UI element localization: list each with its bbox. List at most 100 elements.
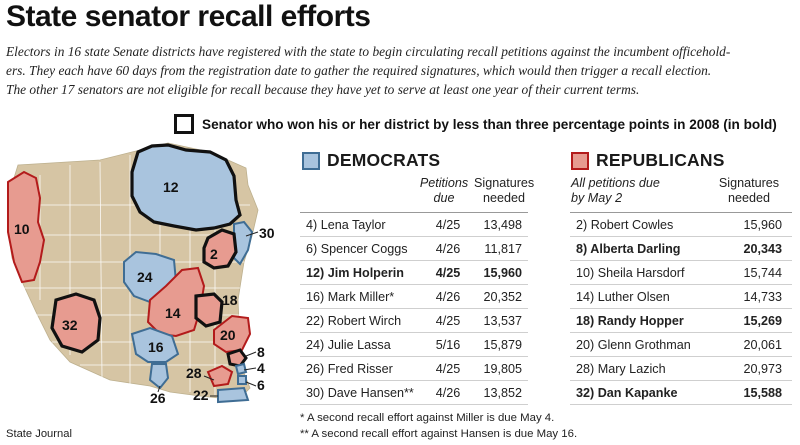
col-header-line: needed bbox=[727, 191, 771, 205]
map-label-18: 18 bbox=[222, 292, 238, 308]
intro-line: Electors in 16 state Senate districts ha… bbox=[6, 44, 731, 59]
senator-name: 22) Robert Wirch bbox=[306, 313, 402, 328]
col-header-line: Signatures bbox=[718, 176, 780, 190]
map-label-10: 10 bbox=[14, 221, 30, 237]
signatures-needed: 19,805 bbox=[483, 361, 522, 376]
table-row: 12) Jim Holperin 4/25 15,960 bbox=[300, 261, 528, 285]
table-row: 24) Julie Lassa 5/16 15,879 bbox=[300, 333, 528, 357]
signatures-needed: 15,744 bbox=[743, 265, 782, 280]
petition-due: 4/26 bbox=[435, 241, 461, 256]
republicans-heading-label: REPUBLICANS bbox=[596, 150, 725, 170]
petition-due: 4/26 bbox=[435, 289, 461, 304]
footnote: ** A second recall effort against Hansen… bbox=[300, 428, 578, 440]
col-header-line: by May 2 bbox=[571, 191, 623, 205]
senator-name: 6) Spencer Coggs bbox=[306, 241, 408, 256]
footnotes: * A second recall effort against Miller … bbox=[300, 410, 577, 442]
senator-name: 4) Lena Taylor bbox=[306, 217, 386, 232]
signatures-needed: 20,061 bbox=[743, 337, 782, 352]
footnote: * A second recall effort against Miller … bbox=[300, 412, 555, 424]
source-credit: State Journal bbox=[6, 428, 72, 440]
senator-name: 16) Mark Miller* bbox=[306, 289, 395, 304]
signatures-needed: 15,960 bbox=[483, 265, 522, 280]
signatures-needed: 15,879 bbox=[483, 337, 522, 352]
senator-name: 28) Mary Lazich bbox=[576, 361, 666, 376]
district-28 bbox=[206, 364, 234, 388]
petition-due: 4/25 bbox=[435, 265, 461, 280]
senator-name: 20) Glenn Grothman bbox=[576, 337, 691, 352]
signatures-needed: 20,973 bbox=[743, 361, 782, 376]
district-16 bbox=[130, 326, 180, 363]
petition-due: 4/25 bbox=[435, 361, 461, 376]
table-row: 26) Fred Risser 4/25 19,805 bbox=[300, 357, 528, 381]
rep-col-sig-header: Signatures needed bbox=[718, 176, 780, 206]
senator-name: 26) Fred Risser bbox=[306, 361, 393, 376]
table-row: 32) Dan Kapanke 15,588 bbox=[570, 381, 792, 405]
senator-name: 24) Julie Lassa bbox=[306, 337, 391, 352]
district-18 bbox=[194, 292, 224, 328]
map-label-16: 16 bbox=[148, 339, 164, 355]
signatures-needed: 13,498 bbox=[483, 217, 522, 232]
senator-name: 14) Luther Olsen bbox=[576, 289, 670, 304]
district-32 bbox=[50, 292, 102, 354]
wisconsin-district-map: 12 30 2 24 10 18 14 32 20 16 8 4 28 6 26… bbox=[7, 142, 275, 406]
map-label-26: 26 bbox=[150, 390, 166, 406]
senator-name: 8) Alberta Darling bbox=[576, 241, 681, 256]
table-row: 4) Lena Taylor 4/25 13,498 bbox=[300, 213, 528, 237]
district-10 bbox=[7, 170, 46, 284]
democrats-table: 4) Lena Taylor 4/25 13,498 6) Spencer Coggs… bbox=[300, 212, 528, 405]
democrats-heading-label: DEMOCRATS bbox=[327, 150, 441, 170]
map-label-2: 2 bbox=[210, 246, 218, 262]
district-12 bbox=[130, 143, 242, 232]
district-20 bbox=[213, 314, 252, 354]
republicans-table: 2) Robert Cowles 15,960 8) Alberta Darling… bbox=[570, 212, 792, 405]
map-label-30: 30 bbox=[259, 225, 275, 241]
table-row: 8) Alberta Darling 20,343 bbox=[570, 237, 792, 261]
col-header-line: Petitions bbox=[419, 176, 469, 190]
map-label-28: 28 bbox=[186, 365, 202, 381]
map-label-4: 4 bbox=[257, 360, 265, 376]
leader-lines bbox=[157, 231, 259, 397]
map-label-12: 12 bbox=[163, 179, 179, 195]
signatures-needed: 15,269 bbox=[743, 313, 782, 328]
signatures-needed: 20,352 bbox=[483, 289, 522, 304]
district-8 bbox=[226, 348, 248, 368]
senator-name: 10) Sheila Harsdorf bbox=[576, 265, 685, 280]
district-2 bbox=[202, 228, 238, 270]
intro-text: Electors in 16 state Senate districts ha… bbox=[6, 42, 796, 99]
table-row: 14) Luther Olsen 14,733 bbox=[570, 285, 792, 309]
republicans-heading: REPUBLICANS bbox=[571, 150, 725, 171]
signatures-needed: 13,852 bbox=[483, 385, 522, 400]
petition-due: 4/25 bbox=[435, 313, 461, 328]
district-26 bbox=[148, 363, 170, 390]
map-legend: Senator who won his or her district by l… bbox=[174, 114, 777, 134]
republican-swatch bbox=[571, 151, 589, 170]
intro-line: ers. They each have 60 days from the reg… bbox=[6, 63, 712, 78]
petition-due: 4/26 bbox=[435, 385, 461, 400]
table-row: 22) Robert Wirch 4/25 13,537 bbox=[300, 309, 528, 333]
senator-name: 18) Randy Hopper bbox=[576, 313, 684, 328]
map-label-24: 24 bbox=[137, 269, 153, 285]
democrat-swatch bbox=[302, 151, 320, 170]
table-row: 2) Robert Cowles 15,960 bbox=[570, 213, 792, 237]
rep-col-due-header: All petitions due by May 2 bbox=[571, 176, 660, 206]
map-label-14: 14 bbox=[165, 305, 181, 321]
signatures-needed: 15,960 bbox=[743, 217, 782, 232]
signatures-needed: 13,537 bbox=[483, 313, 522, 328]
col-header-line: needed bbox=[482, 191, 526, 205]
petition-due: 4/25 bbox=[435, 217, 461, 232]
dem-col-sig-header: Signatures needed bbox=[474, 176, 534, 206]
map-label-32: 32 bbox=[62, 317, 78, 333]
map-label-8: 8 bbox=[257, 344, 265, 360]
signatures-needed: 15,588 bbox=[743, 385, 782, 400]
table-row: 28) Mary Lazich 20,973 bbox=[570, 357, 792, 381]
senator-name: 12) Jim Holperin bbox=[306, 265, 404, 280]
table-row: 20) Glenn Grothman 20,061 bbox=[570, 333, 792, 357]
map-label-22: 22 bbox=[193, 387, 209, 403]
senator-name: 2) Robert Cowles bbox=[576, 217, 674, 232]
dem-col-due-header: Petitions due bbox=[418, 176, 470, 206]
table-row: 10) Sheila Harsdorf 15,744 bbox=[570, 261, 792, 285]
table-row: 30) Dave Hansen** 4/26 13,852 bbox=[300, 381, 528, 405]
district-22 bbox=[217, 386, 250, 404]
petition-due: 5/16 bbox=[435, 337, 461, 352]
table-row: 16) Mark Miller* 4/26 20,352 bbox=[300, 285, 528, 309]
